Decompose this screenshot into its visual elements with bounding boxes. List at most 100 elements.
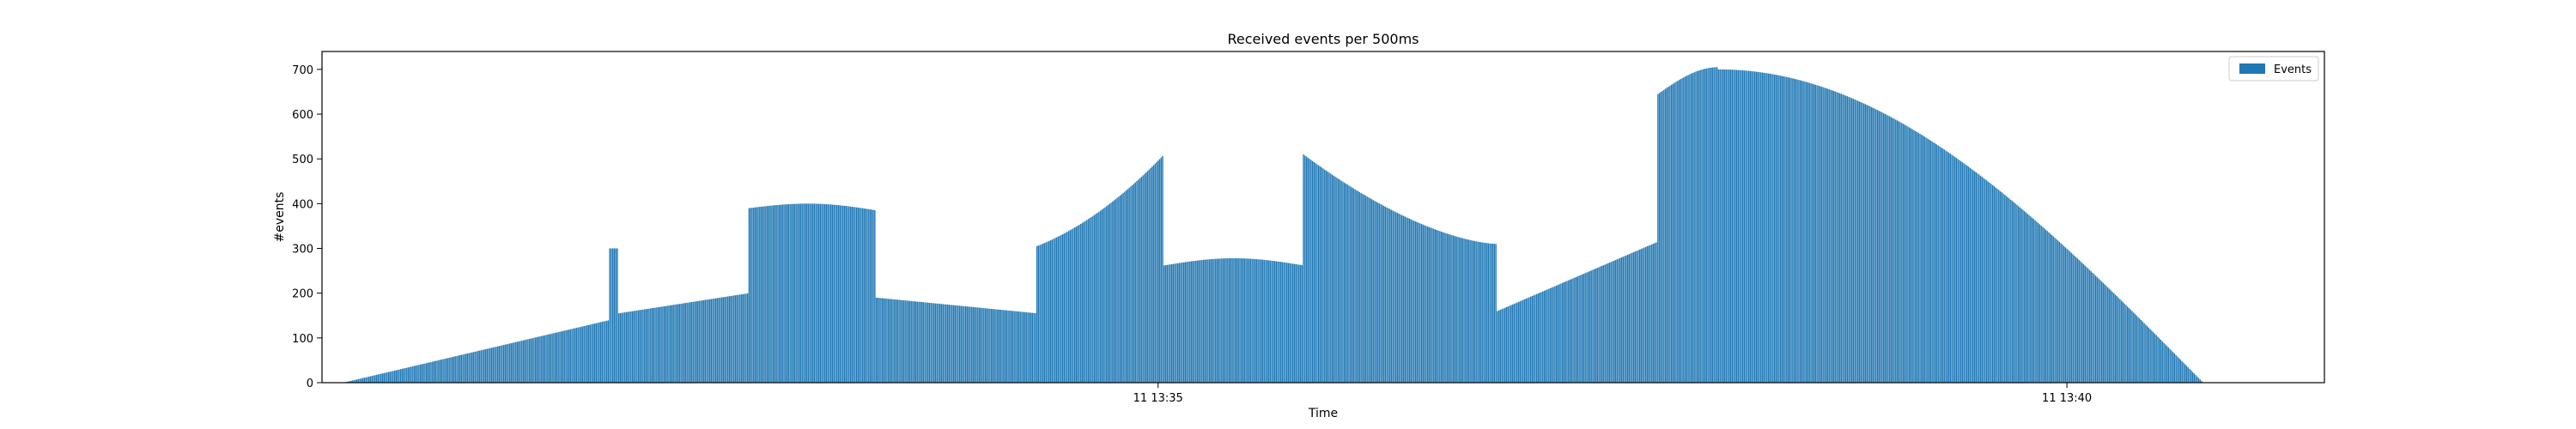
bar [2056,239,2057,383]
bar [2081,263,2083,383]
bar [1342,181,1344,383]
bar [1552,287,1554,383]
bar [880,298,882,383]
bar [2157,336,2159,383]
bar [799,203,802,383]
bar [1875,109,1877,384]
bar [700,300,702,383]
bar [1031,312,1034,383]
bar [1905,125,1907,383]
bar [1057,236,1060,383]
bar [759,207,761,383]
bar [1598,267,1600,383]
bar [524,340,526,383]
bar [993,309,995,383]
bar [1610,262,1612,383]
bar [375,374,378,383]
bar [989,308,991,383]
bar [1292,263,1294,383]
bar [1586,272,1588,383]
bar [428,362,430,383]
bar [670,305,671,383]
bar [412,366,414,383]
bar [548,334,550,383]
bar [785,204,787,383]
bar [1457,237,1459,383]
bar [1608,263,1611,383]
bar [1060,234,1062,383]
bar [940,304,943,383]
bar [1651,244,1653,383]
bar [962,305,963,383]
bar [2111,292,2113,383]
bar [1959,160,1962,383]
bar [2090,271,2093,383]
bar [1637,250,1639,383]
bar [712,299,714,383]
bar [1151,166,1153,383]
bar [1271,260,1273,383]
bar [480,350,482,383]
bar [1510,305,1512,383]
bar [1690,73,1692,383]
bar [1663,89,1665,383]
bar [2154,333,2156,383]
bar [374,375,376,383]
bar [1525,299,1528,383]
bar [625,311,628,383]
bar [1207,259,1209,383]
bar [1669,85,1671,383]
bar [452,357,453,383]
bar [1860,102,1862,384]
bar [1555,285,1558,383]
bar [1080,223,1082,383]
bar [1313,161,1315,383]
bar [1624,256,1625,383]
bar [1401,214,1403,383]
bar [1025,311,1027,383]
bar [1789,77,1791,383]
bar [1499,310,1502,383]
bar [1431,228,1433,383]
y-tick-label: 600 [292,109,313,122]
bar [1616,259,1618,383]
bar [1923,136,1926,383]
bar [528,338,531,383]
bar [1583,274,1585,383]
bar [702,299,705,383]
bar [1870,106,1873,383]
bar [1858,101,1861,383]
bar [1037,245,1040,383]
bar [1201,260,1203,383]
bar [1640,249,1643,383]
bar [787,203,790,383]
bar [1814,84,1816,384]
bar [857,207,860,383]
bar [2105,286,2107,383]
bar [722,297,725,383]
bar [1501,309,1503,383]
bar [2199,379,2202,383]
bar [1043,243,1046,383]
bar [434,360,436,383]
bar [569,329,571,383]
bar [542,335,544,383]
bar [1305,156,1308,383]
bar [1413,221,1415,383]
bar [862,208,864,383]
bar [359,378,361,383]
bar [1289,263,1291,383]
bar [1328,172,1330,383]
bar [659,306,661,383]
bar [1368,197,1370,383]
bar [1445,233,1447,383]
bar [486,348,488,383]
bar [1106,206,1108,383]
bar [1672,83,1674,383]
bar [926,302,927,383]
bar [1378,203,1380,383]
bar [1219,258,1221,383]
bar [2087,268,2089,383]
bar [1148,169,1150,383]
bar [1239,258,1241,383]
